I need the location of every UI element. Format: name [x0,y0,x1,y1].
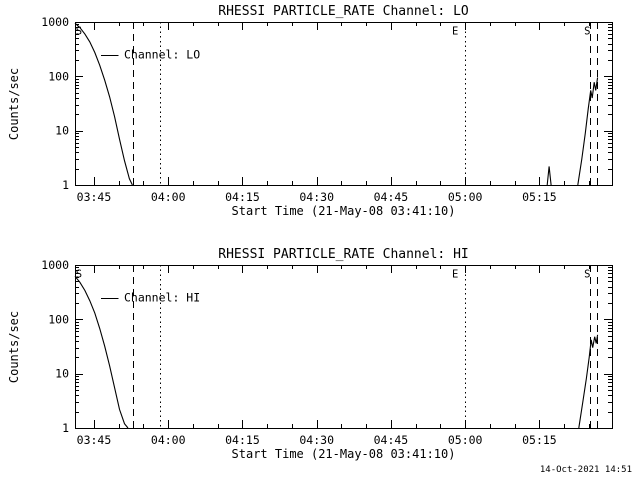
creation-timestamp: 14-Oct-2021 14:51 [539,465,632,475]
x-tick-label: 05:15 [522,433,557,447]
series-decay [74,275,129,429]
flag-label-S: S [584,25,590,37]
x-tick-label: 04:00 [151,190,186,204]
plot-area-lo: 03:45 04:00 04:15 04:30 04:45 05:00 05:15 1 10 10… [41,15,613,204]
x-tick-label: 03:45 [77,190,112,204]
y-tick-label: 1000 [41,258,69,272]
flag-label-S: S [584,268,590,280]
x-tick-label: 04:30 [299,190,334,204]
y-tick-label: 10 [55,124,69,138]
x-axis-label-hi: Start Time (21-May-08 03:41:10) [231,447,456,461]
y-tick-label: 10 [55,367,69,381]
legend-label: Channel: LO [124,48,200,62]
y-tick-label: 1000 [41,15,69,29]
x-tick-label: 05:00 [448,433,483,447]
x-tick-label: 05:00 [448,190,483,204]
x-tick-label: 04:45 [374,433,409,447]
x-tick-label: 05:15 [522,190,557,204]
chart-title-lo: RHESSI PARTICLE_RATE Channel: LO [218,4,469,19]
x-tick-label: 04:15 [225,190,260,204]
x-tick-label: 03:45 [77,433,112,447]
y-tick-label: 1 [62,421,69,435]
flag-label-E: E [452,268,458,280]
chart-title-hi: RHESSI PARTICLE_RATE Channel: HI [218,247,469,262]
x-tick-label: 04:30 [299,433,334,447]
x-tick-label: 04:15 [225,433,260,447]
flag-label-S: S [76,268,82,280]
panel-channel-hi: 03:45 04:00 04:15 04:30 04:45 05:00 05:15 1 10 10… [0,243,640,475]
y-tick-label: 100 [48,69,69,83]
y-axis-label-hi: Counts/sec [7,310,21,384]
panel-channel-lo: 03:45 04:00 04:15 04:30 04:45 05:00 05:15 1 10 10… [0,0,640,232]
plot-frame [75,22,613,186]
series-rise [577,77,599,186]
y-axis-label-lo: Counts/sec [7,67,21,141]
series-spike [546,166,552,186]
flag-label-E: E [452,25,458,37]
plot-frame [75,265,613,429]
y-tick-label: 100 [48,312,69,326]
x-axis-label-lo: Start Time (21-May-08 03:41:10) [231,204,456,218]
y-tick-label: 1 [62,178,69,192]
legend-label: Channel: HI [124,291,200,305]
series-rise [578,334,599,429]
x-tick-label: 04:45 [374,190,409,204]
flag-label-S: S [76,25,82,37]
plot-area-hi: 03:45 04:00 04:15 04:30 04:45 05:00 05:15 1 10 10… [41,258,613,447]
x-tick-label: 04:00 [151,433,186,447]
series-decay [74,22,133,186]
